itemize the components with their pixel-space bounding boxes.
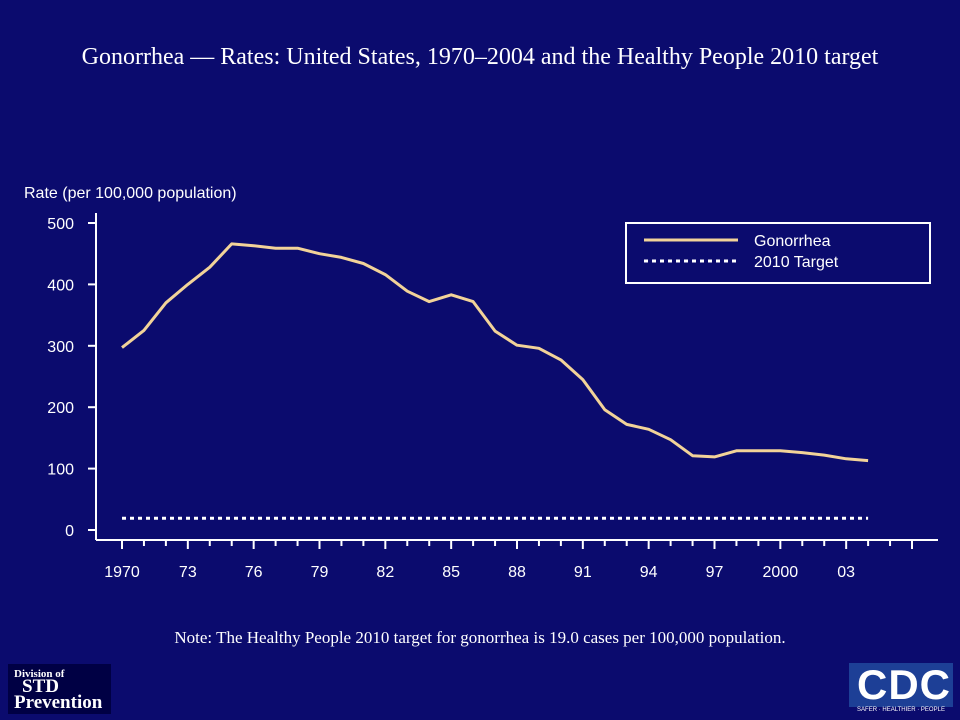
y-tick-label-100: 100 <box>47 462 74 479</box>
std-logo-line2: STD <box>22 676 59 697</box>
cdc-logo: CDC SAFER · HEALTHIER · PEOPLE <box>849 661 953 715</box>
series-line-gonorrhea <box>121 242 869 463</box>
x-tick-label-79: 79 <box>311 564 329 581</box>
chart-axes: 0 100 200 300 400 500 1970 73 76 79 82 85 88 91 94 97 20… <box>47 213 938 581</box>
chart-note: Note: The Healthy People 2010 target for… <box>174 628 786 647</box>
legend-box <box>625 222 931 284</box>
chart-legend: Gonorrhea 2010 Target <box>625 222 931 284</box>
legend-label-1: 2010 Target <box>754 254 839 271</box>
x-tick-label-94: 94 <box>640 564 658 581</box>
x-tick-label-2000: 2000 <box>763 564 799 581</box>
x-tick-label-82: 82 <box>376 564 394 581</box>
y-tick-label-0: 0 <box>65 523 74 540</box>
std-logo-line1: Division of <box>14 668 65 680</box>
x-tick-label-03: 03 <box>837 564 855 581</box>
std-logo-line3: Prevention <box>14 692 103 713</box>
std-prevention-logo: Division of STD Prevention <box>8 664 111 714</box>
cdc-logo-band <box>849 663 953 707</box>
legend-label-0: Gonorrhea <box>754 233 831 250</box>
y-tick-label-300: 300 <box>47 339 74 356</box>
y-tick-label-200: 200 <box>47 400 74 417</box>
x-tick-label-1970: 1970 <box>104 564 140 581</box>
y-tick-label-500: 500 <box>47 216 74 233</box>
chart-series <box>121 242 869 520</box>
y-tick-label-400: 400 <box>47 277 74 294</box>
x-tick-label-91: 91 <box>574 564 592 581</box>
cdc-logo-text: CDC <box>857 661 951 708</box>
x-tick-label-97: 97 <box>706 564 724 581</box>
y-axis-label: Rate (per 100,000 population) <box>24 185 237 202</box>
chart-title: Gonorrhea — Rates: United States, 1970–2… <box>81 44 879 70</box>
x-tick-label-76: 76 <box>245 564 263 581</box>
x-tick-label-73: 73 <box>179 564 197 581</box>
cdc-logo-tagline: SAFER · HEALTHIER · PEOPLE <box>857 707 945 713</box>
x-tick-label-88: 88 <box>508 564 526 581</box>
x-tick-label-85: 85 <box>442 564 460 581</box>
